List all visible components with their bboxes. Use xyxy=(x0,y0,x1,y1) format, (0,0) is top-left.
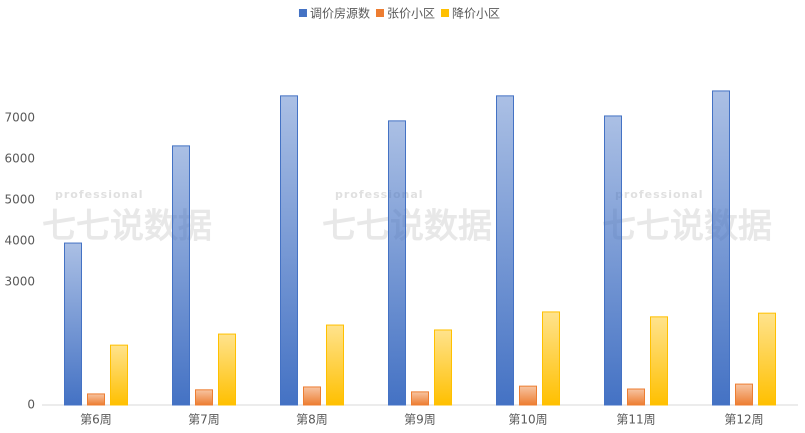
y-tick-label: 4000 xyxy=(4,234,35,248)
bar xyxy=(735,383,753,406)
legend-swatch xyxy=(298,9,307,17)
legend-swatch xyxy=(375,9,384,17)
watermark: 七七说数据 xyxy=(322,207,492,247)
y-tick-label: 7000 xyxy=(4,111,35,125)
bar xyxy=(496,95,514,406)
bar xyxy=(195,389,213,406)
bar xyxy=(542,311,560,406)
y-tick-label: 6000 xyxy=(4,152,35,166)
bar xyxy=(326,324,344,406)
bar xyxy=(411,391,429,406)
bar xyxy=(64,242,82,406)
bar xyxy=(87,393,105,406)
y-tick-label: 5000 xyxy=(4,193,35,207)
bar xyxy=(303,386,321,406)
legend-label: 降价小区 xyxy=(452,7,500,21)
bar xyxy=(172,145,190,406)
bar xyxy=(434,329,452,406)
y-tick-label: 3000 xyxy=(4,275,35,289)
bar xyxy=(280,95,298,406)
legend-label: 调价房源数 xyxy=(310,6,370,21)
x-tick-label: 第10周 xyxy=(508,413,547,427)
bar xyxy=(627,388,645,406)
watermark: 七七说数据 xyxy=(602,207,772,247)
bar xyxy=(218,333,236,406)
x-tick-label: 第11周 xyxy=(616,413,655,427)
x-tick-label: 第6周 xyxy=(80,413,112,427)
bar xyxy=(388,120,406,406)
legend-swatch xyxy=(441,9,450,17)
x-tick-label: 第12周 xyxy=(724,413,763,427)
bar xyxy=(110,344,128,406)
bar xyxy=(650,316,668,406)
y-tick-label: 0 xyxy=(27,398,35,412)
bar xyxy=(712,90,730,406)
watermark-top: professional xyxy=(615,188,704,201)
bar xyxy=(604,115,622,406)
legend: 调价房源数 张价小区 降价小区 xyxy=(298,6,500,21)
watermark-top: professional xyxy=(335,188,424,201)
legend-label: 张价小区 xyxy=(387,7,435,21)
x-tick-label: 第8周 xyxy=(296,413,328,427)
watermark-top: professional xyxy=(55,188,144,201)
x-tick-label: 第7周 xyxy=(188,413,220,427)
bar xyxy=(519,385,537,406)
x-tick-label: 第9周 xyxy=(404,413,436,427)
bar xyxy=(758,312,776,406)
